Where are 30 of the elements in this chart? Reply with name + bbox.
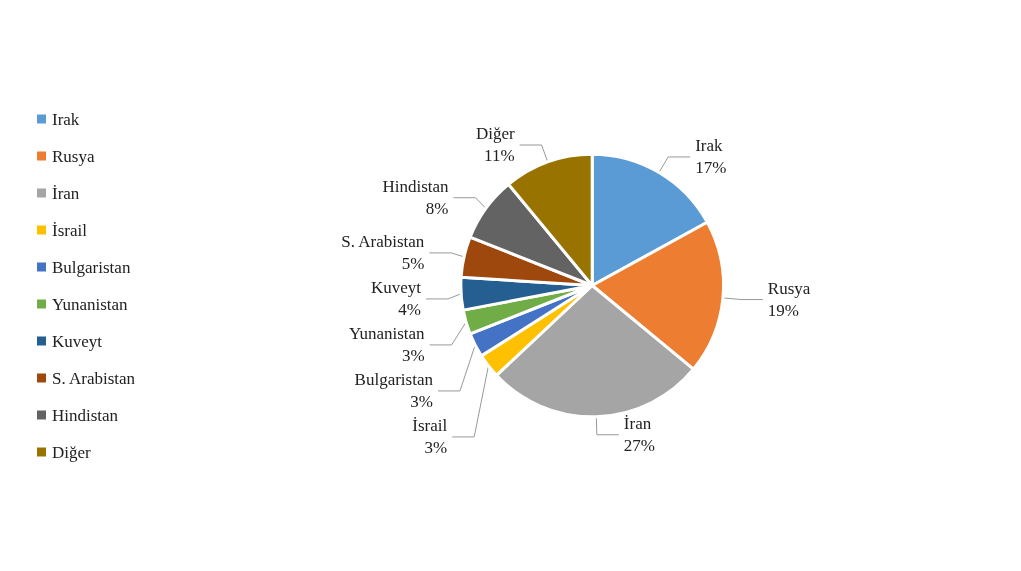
data-label: 27% [623,436,656,456]
slice-label: Rusya [767,279,811,299]
legend-label: Bulgaristan [52,257,131,277]
legend-label: Kuveyt [52,331,103,351]
data-label: 19% [767,301,800,321]
slice-label: Kuveyt [370,278,422,298]
legend-label: Diğer [52,442,92,462]
slice-label: Yunanistan [349,324,426,344]
data-label: 3% [424,438,448,458]
legend-label: Irak [52,109,80,129]
data-label: 4% [398,300,422,320]
slice-label: Hindistan [382,177,450,197]
slice-label: Bulgaristan [354,370,434,390]
data-label: 3% [410,392,433,412]
slice-label: S. Arabistan [341,232,425,252]
slice-label: Diğer [475,124,515,144]
data-label: 17% [695,158,727,178]
legend-label: Rusya [52,146,95,166]
legend-label: S. Arabistan [52,368,136,388]
legend-label: İran [52,183,80,203]
slice-label: İran [623,414,652,434]
slice-label: İsrail [412,416,448,436]
legend-label: Yunanistan [52,294,129,314]
legend-label: İsrail [52,220,88,240]
data-label: 5% [401,254,425,274]
data-label: 8% [425,199,449,219]
legend-label: Hindistan [52,405,119,425]
data-label: 3% [401,346,425,366]
data-label: 11% [484,146,515,166]
slice-label: Irak [695,136,724,156]
